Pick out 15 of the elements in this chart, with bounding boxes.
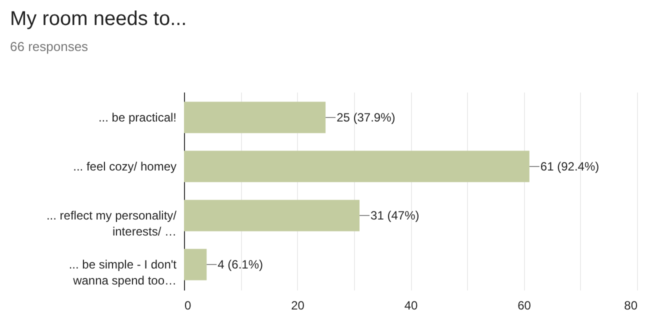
- x-tick-label: 60: [518, 298, 532, 312]
- chart-title: My room needs to...: [10, 8, 187, 30]
- y-tick-label: ... be practical!: [98, 110, 176, 124]
- data-label: 61 (92.4%): [540, 159, 600, 174]
- data-label: 4 (6.1%): [218, 258, 264, 272]
- y-tick-label: ... feel cozy/ homey: [73, 159, 176, 174]
- data-label: 25 (37.9%): [336, 110, 396, 124]
- x-tick-label: 0: [184, 298, 192, 312]
- x-tick-label: 20: [291, 298, 305, 312]
- x-tick-label: 80: [624, 298, 638, 312]
- y-tick-label: ... be simple - I don't wanna spend too…: [68, 258, 178, 288]
- y-tick-label: ... reflect my personality/ interests/ …: [46, 208, 178, 239]
- x-tick-label: 40: [404, 298, 418, 312]
- text: 66 responses: [10, 39, 89, 54]
- data-label: 31 (47%): [370, 208, 420, 223]
